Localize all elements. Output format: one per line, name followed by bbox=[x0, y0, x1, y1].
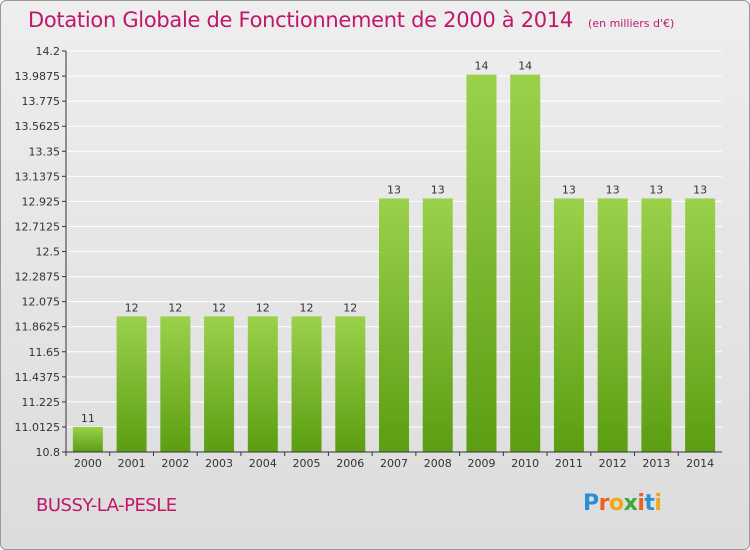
value-label-2010: 14 bbox=[518, 60, 532, 73]
bar-2006 bbox=[335, 316, 366, 452]
bar-2004 bbox=[247, 316, 278, 452]
x-tick-label-2001: 2001 bbox=[118, 457, 146, 470]
y-tick-label: 13.1375 bbox=[15, 170, 61, 183]
x-tick-label-2013: 2013 bbox=[642, 457, 670, 470]
logo-letter: x bbox=[623, 491, 638, 516]
value-label-2012: 13 bbox=[606, 183, 620, 196]
value-label-2013: 13 bbox=[649, 183, 663, 196]
bar-2009 bbox=[466, 74, 497, 453]
x-tick-label-2012: 2012 bbox=[599, 457, 627, 470]
bar-2002 bbox=[160, 316, 191, 452]
value-label-2008: 13 bbox=[431, 183, 445, 196]
value-label-2005: 12 bbox=[300, 301, 314, 314]
x-tick-label-2011: 2011 bbox=[555, 457, 583, 470]
value-label-2007: 13 bbox=[387, 183, 401, 196]
logo-letter: o bbox=[608, 491, 624, 516]
y-tick-label: 12.7125 bbox=[15, 220, 61, 233]
value-label-2003: 12 bbox=[212, 301, 226, 314]
y-tick-label: 12.5 bbox=[36, 246, 61, 259]
x-tick-label-2007: 2007 bbox=[380, 457, 408, 470]
bar-2013 bbox=[641, 198, 672, 452]
chart-subtitle: (en milliers d'€) bbox=[588, 17, 675, 30]
axes bbox=[62, 50, 722, 456]
chart-title-row: Dotation Globale de Fonctionnement de 20… bbox=[28, 8, 674, 32]
value-label-2006: 12 bbox=[343, 301, 357, 314]
x-tick-label-2014: 2014 bbox=[686, 457, 714, 470]
bar-2011 bbox=[553, 198, 584, 452]
x-tick-label-2000: 2000 bbox=[74, 457, 102, 470]
value-label-2001: 12 bbox=[125, 301, 139, 314]
proxiti-logo: Proxiti bbox=[583, 491, 662, 516]
y-tick-label: 13.775 bbox=[22, 95, 61, 108]
bar-2010 bbox=[510, 74, 541, 453]
logo-letter: P bbox=[583, 491, 599, 516]
bar-2005 bbox=[291, 316, 322, 452]
x-tick-label-2002: 2002 bbox=[161, 457, 189, 470]
y-tick-label: 10.8 bbox=[36, 446, 61, 459]
x-tick-label-2006: 2006 bbox=[336, 457, 364, 470]
bar-2007 bbox=[379, 198, 409, 452]
x-tick-label-2008: 2008 bbox=[424, 457, 452, 470]
logo-letter: i bbox=[654, 491, 662, 516]
logo-letter: t bbox=[644, 491, 655, 516]
bars bbox=[72, 74, 716, 453]
y-tick-label: 12.075 bbox=[22, 296, 61, 309]
bar-2012 bbox=[597, 198, 628, 452]
y-tick-label: 11.65 bbox=[29, 346, 61, 359]
y-tick-label: 12.2875 bbox=[15, 271, 61, 284]
y-tick-label: 11.225 bbox=[22, 396, 61, 409]
x-tick-label-2003: 2003 bbox=[205, 457, 233, 470]
y-tick-label: 13.35 bbox=[29, 145, 61, 158]
bar-2001 bbox=[116, 316, 147, 452]
y-tick-label: 13.9875 bbox=[15, 70, 61, 83]
value-label-2002: 12 bbox=[168, 301, 182, 314]
logo-letter: i bbox=[637, 491, 645, 516]
logo-letter: r bbox=[598, 491, 610, 516]
x-tick-label-2009: 2009 bbox=[467, 457, 495, 470]
commune-name: BUSSY-LA-PESLE bbox=[36, 495, 177, 516]
y-tick-label: 11.0125 bbox=[15, 421, 61, 434]
bar-2003 bbox=[204, 316, 235, 452]
x-tick-label-2005: 2005 bbox=[293, 457, 321, 470]
value-label-2009: 14 bbox=[474, 60, 488, 73]
y-tick-label: 11.8625 bbox=[15, 321, 61, 334]
y-tick-label: 11.4375 bbox=[15, 371, 61, 384]
bar-2008 bbox=[422, 198, 453, 452]
value-label-2000: 11 bbox=[81, 412, 95, 425]
value-label-2011: 13 bbox=[562, 183, 576, 196]
y-tick-label: 13.5625 bbox=[15, 120, 61, 133]
y-tick-label: 14.2 bbox=[36, 45, 61, 58]
chart-title: Dotation Globale de Fonctionnement de 20… bbox=[28, 8, 573, 32]
x-tick-label-2010: 2010 bbox=[511, 457, 539, 470]
x-tick-label-2004: 2004 bbox=[249, 457, 277, 470]
bar-2014 bbox=[685, 198, 716, 452]
value-label-2004: 12 bbox=[256, 301, 270, 314]
labels: 10.8 11.0125 11.225 11.4375 11.65 11.8625 12.0… bbox=[15, 45, 715, 470]
bar-2000 bbox=[72, 426, 103, 452]
value-label-2014: 13 bbox=[693, 183, 707, 196]
y-tick-label: 12.925 bbox=[22, 195, 61, 208]
